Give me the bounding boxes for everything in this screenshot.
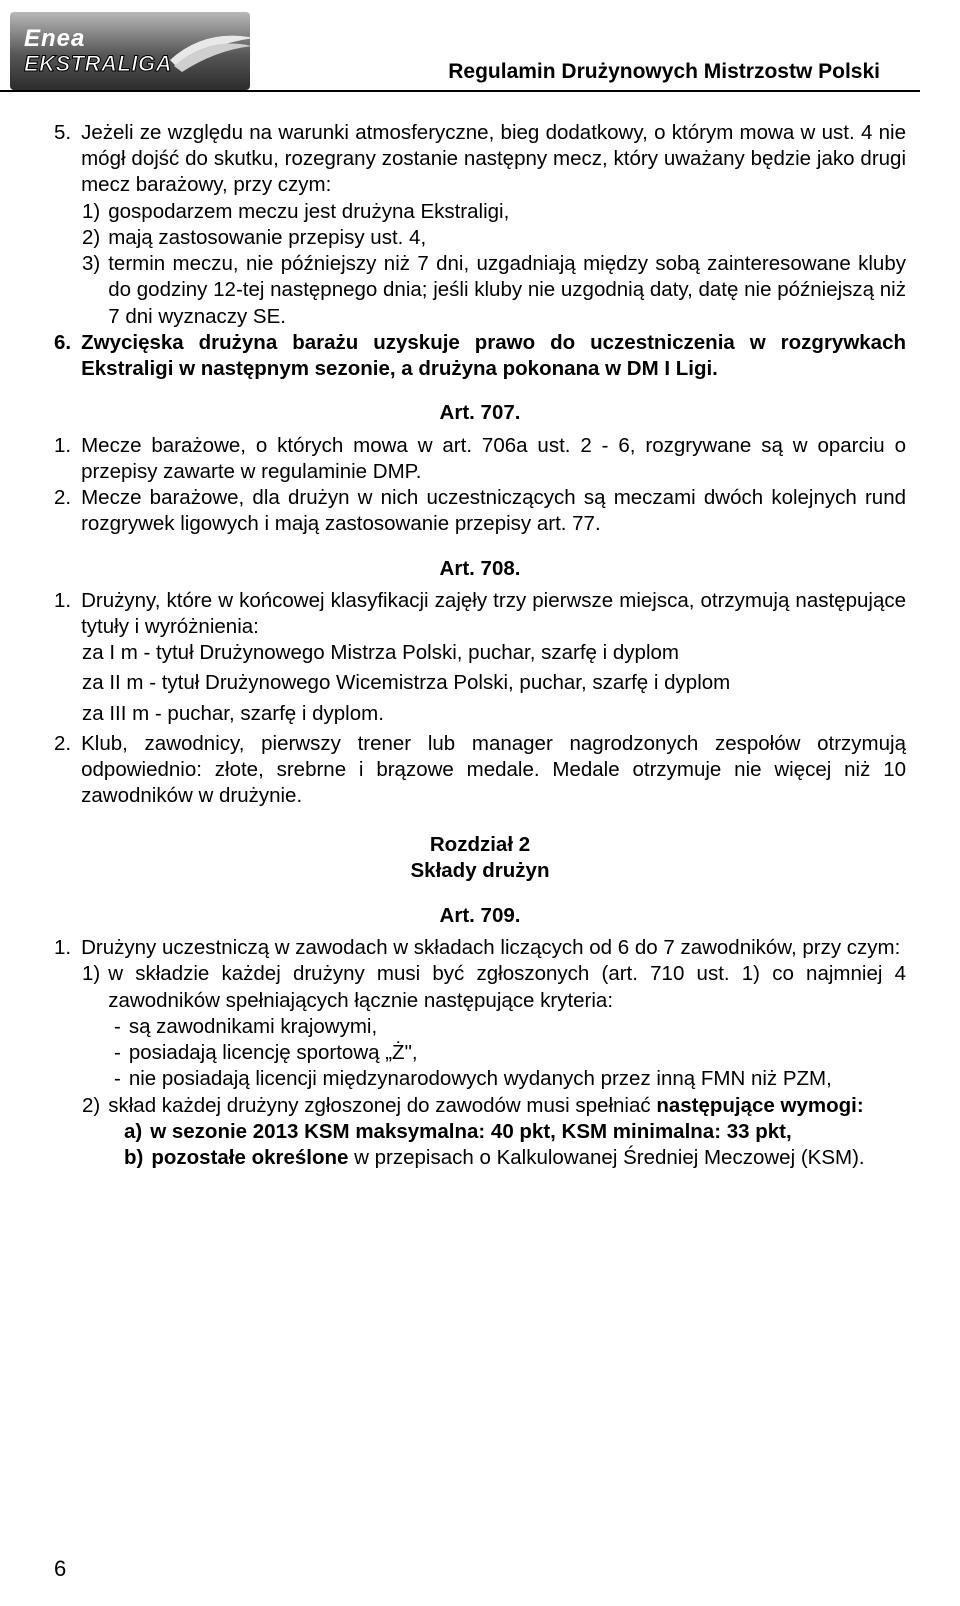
letter-item: b) pozostałe określone w przepisach o Ka…: [54, 1145, 906, 1171]
text-run: w przepisach o Kalkulowanej Średniej Mec…: [348, 1146, 864, 1169]
subitem-text: skład każdej drużyny zgłoszonej do zawod…: [108, 1093, 906, 1119]
item-number: 1.: [54, 935, 81, 961]
item-number: 1.: [54, 433, 81, 485]
dash-marker: -: [114, 1014, 129, 1040]
item-number: 2.: [54, 731, 81, 810]
item-text: Drużyny uczestniczą w zawodach w składac…: [81, 935, 906, 961]
subitem-text: w składzie każdej drużyny musi być zgłos…: [108, 961, 906, 1013]
dash-text: są zawodnikami krajowymi,: [129, 1014, 906, 1040]
subitem-text: gospodarzem meczu jest drużyna Ekstralig…: [108, 199, 906, 225]
subitem-number: 1): [82, 961, 108, 1013]
letter-text: w sezonie 2013 KSM maksymalna: 40 pkt, K…: [150, 1119, 906, 1145]
item-text: Mecze barażowe, o których mowa w art. 70…: [81, 433, 906, 485]
item-number: 6.: [54, 330, 81, 382]
indented-line: za III m - puchar, szarfę i dyplom.: [54, 701, 906, 727]
item-number: 5.: [54, 120, 81, 199]
dash-item: - posiadają licencję sportową „Ż",: [54, 1040, 906, 1066]
dash-marker: -: [114, 1066, 129, 1092]
list-subitem: 2) skład każdej drużyny zgłoszonej do za…: [54, 1093, 906, 1119]
chapter-heading: Rozdział 2 Składy drużyn: [54, 832, 906, 885]
list-item: 1. Drużyny uczestniczą w zawodach w skła…: [54, 935, 906, 961]
list-item: 1. Drużyny, które w końcowej klasyfikacj…: [54, 588, 906, 640]
item-text: Klub, zawodnicy, pierwszy trener lub man…: [81, 731, 906, 810]
dash-item: - nie posiadają licencji międzynarodowyc…: [54, 1066, 906, 1092]
item-text: Mecze barażowe, dla drużyn w nich uczest…: [81, 485, 906, 537]
document-body: 5. Jeżeli ze względu na warunki atmosfer…: [0, 92, 960, 1171]
item-text: Drużyny, które w końcowej klasyfikacji z…: [81, 588, 906, 640]
subitem-text: mają zastosowanie przepisy ust. 4,: [108, 225, 906, 251]
dash-marker: -: [114, 1040, 129, 1066]
list-subitem: 2) mają zastosowanie przepisy ust. 4,: [54, 225, 906, 251]
subitem-number: 1): [82, 199, 108, 225]
item-number: 2.: [54, 485, 81, 537]
list-item: 2. Klub, zawodnicy, pierwszy trener lub …: [54, 731, 906, 810]
logo-swoosh-icon: [160, 20, 250, 80]
league-logo: Enea EKSTRALIGA: [10, 12, 250, 90]
dash-text: posiadają licencję sportową „Ż",: [129, 1040, 906, 1066]
document-title: Regulamin Drużynowych Mistrzostw Polski: [250, 60, 880, 90]
subitem-text: termin meczu, nie późniejszy niż 7 dni, …: [108, 251, 906, 330]
indented-line: za I m - tytuł Drużynowego Mistrza Polsk…: [54, 640, 906, 666]
subitem-number: 2): [82, 1093, 108, 1119]
item-number: 1.: [54, 588, 81, 640]
article-heading: Art. 707.: [54, 400, 906, 426]
article-heading: Art. 708.: [54, 556, 906, 582]
list-item: 6. Zwycięska drużyna barażu uzyskuje pra…: [54, 330, 906, 382]
list-subitem: 1) w składzie każdej drużyny musi być zg…: [54, 961, 906, 1013]
article-heading: Art. 709.: [54, 903, 906, 929]
letter-marker: a): [124, 1119, 150, 1145]
text-run: skład każdej drużyny zgłoszonej do zawod…: [108, 1094, 656, 1117]
letter-marker: b): [124, 1145, 151, 1171]
letter-text: pozostałe określone w przepisach o Kalku…: [151, 1145, 906, 1171]
list-subitem: 1) gospodarzem meczu jest drużyna Ekstra…: [54, 199, 906, 225]
list-item: 2. Mecze barażowe, dla drużyn w nich ucz…: [54, 485, 906, 537]
page-header: Enea EKSTRALIGA Regulamin Drużynowych Mi…: [0, 0, 920, 92]
chapter-number: Rozdział 2: [430, 833, 530, 856]
list-item: 5. Jeżeli ze względu na warunki atmosfer…: [54, 120, 906, 199]
page-number: 6: [54, 1556, 66, 1582]
chapter-title: Składy drużyn: [411, 859, 550, 882]
item-text: Jeżeli ze względu na warunki atmosferycz…: [81, 120, 906, 199]
subitem-number: 3): [82, 251, 108, 330]
letter-item: a) w sezonie 2013 KSM maksymalna: 40 pkt…: [54, 1119, 906, 1145]
item-text: Zwycięska drużyna barażu uzyskuje prawo …: [81, 330, 906, 382]
text-run-bold: pozostałe określone: [151, 1146, 348, 1169]
dash-text: nie posiadają licencji międzynarodowych …: [129, 1066, 906, 1092]
dash-item: - są zawodnikami krajowymi,: [54, 1014, 906, 1040]
indented-line: za II m - tytuł Drużynowego Wicemistrza …: [54, 670, 906, 696]
text-run-bold: następujące wymogi:: [656, 1094, 863, 1117]
list-item: 1. Mecze barażowe, o których mowa w art.…: [54, 433, 906, 485]
list-subitem: 3) termin meczu, nie późniejszy niż 7 dn…: [54, 251, 906, 330]
subitem-number: 2): [82, 225, 108, 251]
